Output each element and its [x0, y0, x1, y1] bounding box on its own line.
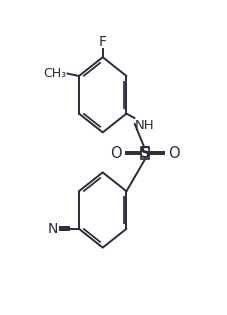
Text: NH: NH: [134, 119, 154, 132]
Text: O: O: [168, 146, 179, 161]
Text: N: N: [47, 222, 57, 236]
Text: O: O: [110, 146, 121, 161]
Text: CH₃: CH₃: [43, 67, 66, 80]
FancyBboxPatch shape: [140, 147, 149, 159]
Text: F: F: [98, 35, 106, 49]
Text: S: S: [139, 146, 150, 161]
